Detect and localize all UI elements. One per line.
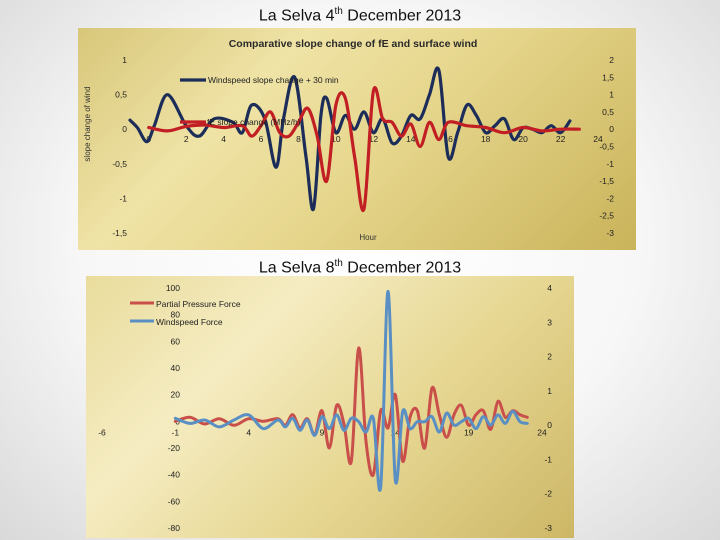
chart2-y-right-tick: -2 xyxy=(544,489,552,499)
chart1-x-tick: 2 xyxy=(184,134,189,144)
chart1-x-tick: 14 xyxy=(406,134,416,144)
chart2-x-tick: 19 xyxy=(464,427,474,437)
chart2-y-right-tick: 1 xyxy=(547,386,552,396)
chart1-y-left-tick: -1 xyxy=(119,193,127,203)
chart2-y-left-tick: -20 xyxy=(168,443,181,453)
chart1-series-line-1 xyxy=(147,86,581,213)
chart1-title: Comparative slope change of fE and surfa… xyxy=(229,38,478,50)
chart2-x-tick: 24 xyxy=(537,427,547,437)
chart-panel-bottom xyxy=(86,276,574,538)
chart2-y-right-tick: 4 xyxy=(547,283,552,293)
chart1-y-right-tick: 1 xyxy=(609,90,614,100)
chart2-y-left-tick: 40 xyxy=(171,363,181,373)
chart1-x-tick: 20 xyxy=(518,134,528,144)
chart1-y-left-tick: -1,5 xyxy=(112,228,127,238)
chart1-x-tick: 24 xyxy=(593,134,603,144)
chart2-y-right-tick: 0 xyxy=(547,420,552,430)
chart2-legend-pressure: Partial Pressure Force xyxy=(156,299,241,309)
chart2-y-right-tick: 3 xyxy=(547,317,552,327)
chart2-y-left-tick: -80 xyxy=(168,523,181,533)
chart1-x-tick: 12 xyxy=(369,134,379,144)
chart2-y-left-tick: 100 xyxy=(166,283,180,293)
chart1-x-tick: 6 xyxy=(259,134,264,144)
chart1-xlabel: Hour xyxy=(359,233,377,242)
chart2-y-right-tick: -3 xyxy=(544,523,552,533)
chart1-y-right-tick: 0,5 xyxy=(602,107,614,117)
chart1-x-tick: 8 xyxy=(296,134,301,144)
chart2-y-right-tick: -1 xyxy=(544,454,552,464)
chart1-y-left-tick: 1 xyxy=(122,55,127,65)
chart2-y-left-tick: 80 xyxy=(171,310,181,320)
chart2-y-right-tick: 2 xyxy=(547,352,552,362)
chart1-y-right-tick: -2,5 xyxy=(599,211,614,221)
chart1-y-right-tick: 1,5 xyxy=(602,72,614,82)
chart2-x-tick: -6 xyxy=(98,427,106,437)
chart2-y-left-tick: -60 xyxy=(168,496,181,506)
chart2-y-left-tick: -40 xyxy=(168,470,181,480)
chart1-y-right-tick: 0 xyxy=(609,124,614,134)
chart1-ylabel: slope change of wind xyxy=(83,86,92,161)
chart1-y-right-tick: -0,5 xyxy=(599,142,614,152)
chart1-y-right-tick: -3 xyxy=(606,228,614,238)
chart1-y-right-tick: -1 xyxy=(606,159,614,169)
chart2-y-left-tick: 60 xyxy=(171,336,181,346)
chart2-y-left-tick: 20 xyxy=(171,390,181,400)
chart2-x-tick: 9 xyxy=(320,427,325,437)
chart1-y-left-tick: -0,5 xyxy=(112,159,127,169)
chart1-y-right-tick: 2 xyxy=(609,55,614,65)
chart2-x-tick: -1 xyxy=(172,427,180,437)
chart2-legend-windspeed: Windspeed Force xyxy=(156,317,223,327)
chart1-y-left-tick: 0,5 xyxy=(115,90,127,100)
chart1-y-right-tick: -1,5 xyxy=(599,176,614,186)
chart1-x-tick: 18 xyxy=(481,134,491,144)
chart1-x-tick: 4 xyxy=(221,134,226,144)
chart1-x-tick: 10 xyxy=(331,134,341,144)
chart1-y-right-tick: -2 xyxy=(606,193,614,203)
chart2-x-tick: 4 xyxy=(246,427,251,437)
chart2-x-tick: 14 xyxy=(391,427,401,437)
chart1-x-tick: 22 xyxy=(556,134,566,144)
chart1-series-line-0 xyxy=(128,66,572,212)
chart1-legend-fe: fE slope change (MHz/h) xyxy=(207,117,301,127)
chart2-series-line-0 xyxy=(173,346,529,478)
chart1-x-tick: 16 xyxy=(443,134,453,144)
chart-panel-top xyxy=(78,28,636,250)
chart2-series-line-1 xyxy=(173,289,529,492)
chart1-y-left-tick: 0 xyxy=(122,124,127,134)
slide-title-top: La Selva 4th December 2013 xyxy=(258,6,462,25)
slide-title-bottom: La Selva 8th December 2013 xyxy=(258,258,462,277)
chart1-legend-windspeed: Windspeed slope change + 30 min xyxy=(208,75,339,85)
